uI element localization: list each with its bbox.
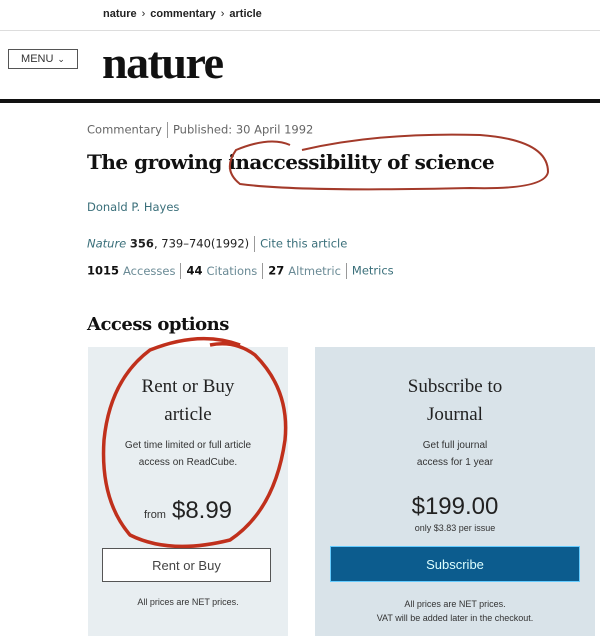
- metrics-link[interactable]: Metrics: [351, 263, 394, 278]
- rent-price-note: All prices are NET prices.: [137, 597, 239, 607]
- title-highlight: inaccessibility of science: [228, 150, 495, 174]
- menu-button[interactable]: MENU ⌄: [8, 49, 78, 69]
- subscribe-description: Get full journal access for 1 year: [416, 440, 494, 468]
- subscribe-price: $199.00: [411, 493, 499, 520]
- citation-line: Nature 356, 739–740(1992) Cite this artic…: [87, 236, 347, 252]
- from-label: from: [143, 509, 166, 521]
- divider: [0, 30, 600, 31]
- article-type[interactable]: Commentary: [87, 122, 162, 137]
- altmetric-count: 27: [268, 263, 285, 278]
- rent-description: Get time limited or full article access o…: [124, 440, 252, 468]
- menu-label: MENU: [21, 53, 54, 65]
- author-link[interactable]: Donald P. Hayes: [87, 200, 180, 214]
- cite-article-link[interactable]: Cite this article: [260, 236, 348, 251]
- volume: 356: [129, 236, 154, 251]
- subscribe-button[interactable]: Subscribe: [331, 547, 579, 581]
- nature-logo[interactable]: nature: [102, 37, 224, 88]
- breadcrumb: nature › commentary › article: [103, 8, 262, 20]
- altmetric-label[interactable]: Altmetric: [288, 263, 341, 278]
- article-meta: Commentary Published: 30 April 1992: [87, 122, 313, 138]
- subscribe-price-note: All prices are NET prices. VAT will be ad…: [376, 599, 534, 623]
- subscribe-title: Subscribe to Journal: [407, 376, 503, 425]
- chevron-down-icon: ⌄: [57, 53, 65, 64]
- citations-count: 44: [186, 263, 203, 278]
- rent-option-card: Rent or Buy article Get time limited or f…: [88, 347, 288, 636]
- citations-label[interactable]: Citations: [206, 263, 258, 278]
- journal-name: Nature: [87, 236, 127, 251]
- rent-title: Rent or Buy article: [141, 376, 235, 425]
- access-options-heading: Access options: [87, 314, 229, 335]
- rent-price: $8.99: [171, 497, 233, 524]
- chevron-right-icon: ›: [220, 8, 225, 20]
- pages: , 739–740(1992): [153, 236, 250, 251]
- header-divider: [0, 99, 600, 103]
- breadcrumb-article: article: [229, 8, 262, 20]
- accesses-label: Accesses: [123, 263, 176, 278]
- metrics-bar: 1015 Accesses 44 Citations 27 Altmetric Metric…: [87, 263, 394, 279]
- rent-or-buy-button[interactable]: Rent or Buy: [102, 548, 271, 582]
- published-date: Published: 30 April 1992: [172, 122, 314, 137]
- accesses-count: 1015: [87, 263, 120, 278]
- breadcrumb-nature[interactable]: nature: [103, 8, 137, 20]
- per-issue-price: only $3.83 per issue: [414, 523, 496, 533]
- breadcrumb-commentary[interactable]: commentary: [150, 8, 216, 20]
- page-title: The growing inaccessibility of science: [87, 150, 495, 174]
- subscribe-option-card: Subscribe to Journal Get full journal acce…: [315, 347, 595, 636]
- chevron-right-icon: ›: [141, 8, 146, 20]
